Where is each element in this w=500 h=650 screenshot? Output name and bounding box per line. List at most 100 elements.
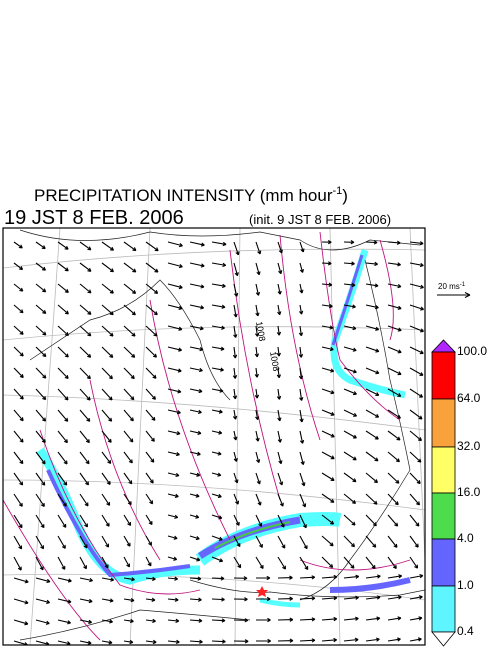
wind-arrow <box>189 304 205 310</box>
colorbar-bin <box>431 538 456 587</box>
wind-arrow <box>79 451 90 465</box>
wind-arrow <box>409 262 424 268</box>
wind-arrow <box>101 283 114 294</box>
wind-arrow <box>409 514 420 527</box>
wind-arrow <box>387 409 401 419</box>
wind-arrow <box>299 514 307 529</box>
wind-arrow <box>343 325 357 331</box>
wind-arrow <box>277 304 282 316</box>
wind-arrow <box>101 619 113 624</box>
wind-arrow <box>298 325 304 337</box>
wind-arrow <box>365 556 376 570</box>
wind-arrow <box>189 597 202 602</box>
wind-arrow <box>409 283 424 289</box>
wind-arrow <box>123 493 132 506</box>
wind-arrow <box>277 617 294 622</box>
wind-arrow <box>79 367 91 380</box>
wind-arrow <box>35 514 45 529</box>
wind-arrow <box>101 514 110 527</box>
wind-arrow <box>233 514 240 526</box>
wind-arrow <box>233 283 239 297</box>
colorbar-bin <box>431 492 456 540</box>
wind-arrow <box>232 346 238 359</box>
wind-arrow <box>145 409 156 421</box>
wind-arrow <box>232 367 238 379</box>
wind-arrow <box>343 574 360 579</box>
graticule <box>3 228 425 645</box>
reference-exponent: -1 <box>460 282 466 288</box>
wind-arrow <box>79 556 87 570</box>
wind-arrow <box>13 262 24 271</box>
wind-arrow <box>145 451 155 463</box>
wind-arrow <box>211 241 227 247</box>
wind-arrow <box>167 388 182 394</box>
wind-arrow <box>299 451 305 466</box>
wind-arrow <box>57 346 69 358</box>
colorbar <box>431 339 456 647</box>
wind-arrow <box>321 574 338 580</box>
wind-arrow <box>255 514 263 527</box>
wind-arrow <box>101 598 114 603</box>
wind-arrow <box>365 261 378 267</box>
colorbar-bin <box>431 585 456 633</box>
colorbar-label: 32.0 <box>457 439 481 453</box>
wind-arrow <box>365 514 377 527</box>
wind-arrow <box>101 304 114 316</box>
wind-arrow <box>387 574 403 579</box>
wind-arrow <box>254 325 260 337</box>
wind-arrow <box>167 304 183 310</box>
wind-arrow <box>343 472 357 483</box>
wind-arrow <box>13 367 24 379</box>
wind-arrow <box>101 430 112 443</box>
wind-arrow <box>35 598 51 604</box>
title-text: PRECIPITATION INTENSITY (mm hour <box>34 186 333 205</box>
wind-arrow <box>189 388 203 394</box>
wind-arrow <box>57 598 72 604</box>
wind-arrow <box>79 493 89 507</box>
wind-arrow <box>255 430 260 442</box>
wind-arrow <box>79 577 93 583</box>
wind-arrow <box>387 430 401 441</box>
wind-arrow <box>409 409 423 420</box>
wind-arrow <box>145 514 153 526</box>
wind-arrow <box>57 262 69 272</box>
isobars <box>3 231 411 641</box>
wind-arrow <box>277 283 282 295</box>
wind-arrow <box>167 241 183 248</box>
wind-arrow <box>79 262 92 272</box>
wind-arrow <box>101 640 113 645</box>
wind-arrow <box>189 493 200 498</box>
wind-arrow <box>233 304 238 318</box>
wind-arrow <box>387 472 400 484</box>
wind-arrow <box>57 430 68 444</box>
wind-arrow <box>35 325 47 336</box>
wind-arrow <box>167 367 182 373</box>
wind-arrow <box>343 595 359 600</box>
wind-arrow <box>276 346 281 357</box>
wind-arrow <box>13 283 24 292</box>
wind-arrow <box>365 346 380 353</box>
wind-arrow <box>277 556 286 570</box>
wind-arrow <box>145 304 158 316</box>
wind-arrow <box>254 388 260 399</box>
wind-arrow <box>35 283 47 293</box>
wind-arrow <box>255 241 262 255</box>
wind-arrow <box>123 262 137 273</box>
wind-arrow <box>409 388 424 398</box>
wind-arrow <box>254 346 260 358</box>
wind-arrow <box>13 304 24 314</box>
wind-arrow <box>343 346 357 352</box>
wind-arrow <box>255 638 271 644</box>
wind-arrow <box>343 282 356 288</box>
wind-arrow <box>299 262 304 273</box>
wind-arrow <box>233 325 238 338</box>
wind-arrow <box>298 346 304 358</box>
station-marker <box>256 586 268 597</box>
wind-arrow <box>255 596 271 602</box>
wind-arrow <box>321 472 335 482</box>
wind-arrow <box>123 388 135 401</box>
wind-arrow <box>409 637 422 642</box>
wind-arrow <box>35 493 45 507</box>
wind-arrow <box>79 325 92 337</box>
wind-arrow <box>255 262 261 276</box>
